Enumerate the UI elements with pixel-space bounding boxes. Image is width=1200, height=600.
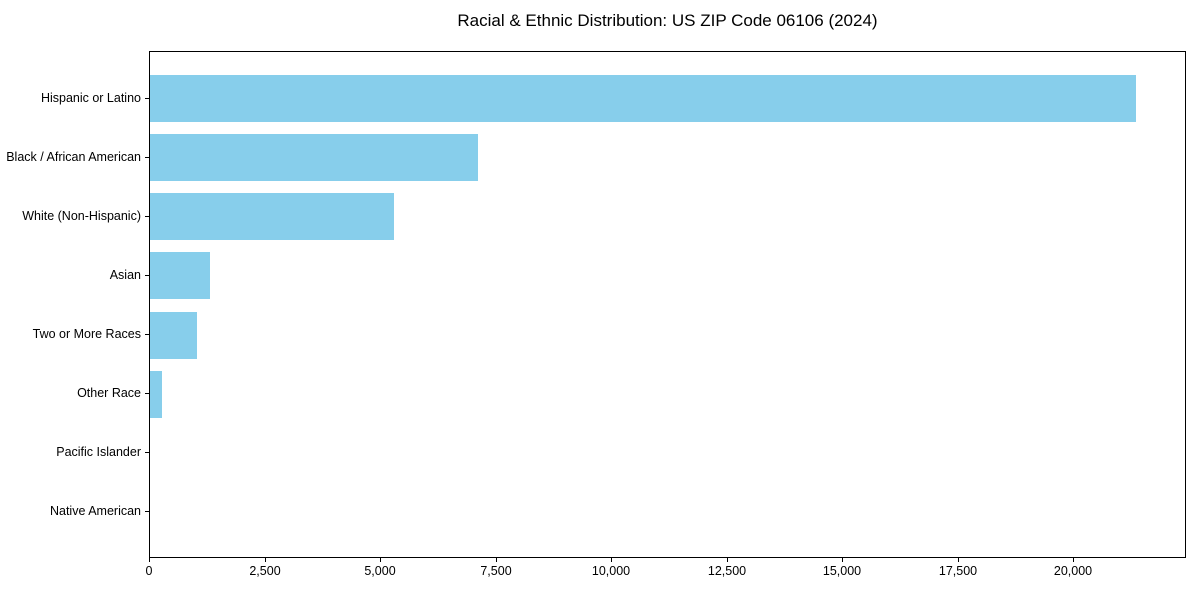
bar-white-non-hispanic	[150, 193, 394, 240]
y-tick-mark	[145, 216, 149, 217]
y-tick-label-black-african-american: Black / African American	[6, 150, 141, 164]
x-tick-label-15000: 15,000	[822, 564, 862, 578]
x-tick-mark	[611, 558, 612, 562]
x-tick-label-17500: 17,500	[938, 564, 978, 578]
x-tick-mark	[727, 558, 728, 562]
y-tick-mark	[145, 334, 149, 335]
x-tick-mark	[1073, 558, 1074, 562]
x-tick-mark	[380, 558, 381, 562]
x-tick-mark	[149, 558, 150, 562]
x-tick-mark	[496, 558, 497, 562]
bar-black-african-american	[150, 134, 479, 181]
chart-title: Racial & Ethnic Distribution: US ZIP Cod…	[457, 11, 878, 30]
x-tick-label-10000: 10,000	[591, 564, 631, 578]
x-tick-mark	[842, 558, 843, 562]
y-tick-label-native-american: Native American	[49, 504, 141, 518]
y-tick-mark	[145, 511, 149, 512]
bar-hispanic-or-latino	[150, 75, 1136, 122]
plot-area	[149, 51, 1186, 558]
y-tick-label-hispanic-or-latino: Hispanic or Latino	[40, 91, 141, 105]
y-tick-label-other-race: Other Race	[77, 386, 141, 400]
bar-other-race	[150, 371, 162, 418]
y-tick-mark	[145, 452, 149, 453]
bar-asian	[150, 252, 210, 299]
y-tick-label-two-or-more-races: Two or More Races	[32, 327, 141, 341]
x-tick-mark	[958, 558, 959, 562]
y-tick-mark	[145, 157, 149, 158]
y-tick-label-pacific-islander: Pacific Islander	[56, 445, 141, 459]
y-tick-mark	[145, 393, 149, 394]
y-tick-label-white-non-hispanic: White (Non-Hispanic)	[22, 209, 141, 223]
x-tick-label-5000: 5,000	[364, 564, 396, 578]
x-tick-label-20000: 20,000	[1053, 564, 1093, 578]
x-tick-label-0: 0	[145, 564, 153, 578]
y-tick-mark	[145, 98, 149, 99]
bar-two-or-more-races	[150, 312, 198, 359]
x-tick-label-12500: 12,500	[707, 564, 747, 578]
x-tick-label-7500: 7,500	[480, 564, 512, 578]
x-tick-label-2500: 2,500	[249, 564, 281, 578]
x-tick-mark	[265, 558, 266, 562]
y-tick-mark	[145, 275, 149, 276]
y-tick-label-asian: Asian	[109, 268, 141, 282]
